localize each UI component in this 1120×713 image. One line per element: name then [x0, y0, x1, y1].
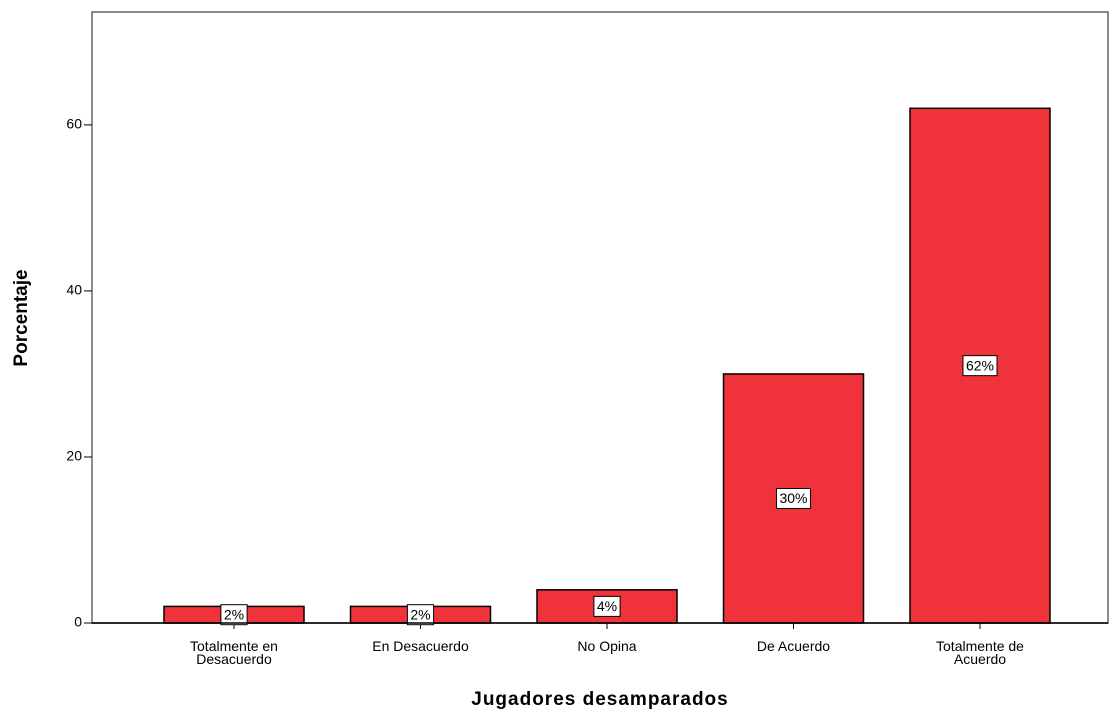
y-tick-label: 40 — [66, 282, 82, 298]
y-tick-label: 20 — [66, 448, 82, 464]
data-label: 2% — [410, 606, 430, 622]
x-tick-label: Totalmente de Acuerdo — [936, 638, 1024, 667]
x-tick-label: No Opina — [577, 638, 637, 654]
x-axis-title: Jugadores desamparados — [471, 689, 728, 710]
x-tick-label: De Acuerdo — [756, 638, 831, 654]
data-label: 30% — [779, 490, 807, 506]
data-label: 2% — [224, 606, 244, 622]
data-label-box — [593, 595, 621, 617]
y-axis-title: Porcentaje — [11, 269, 32, 366]
x-tick-label: Totalmente en Desacuerdo — [190, 638, 278, 667]
y-tick-label: 0 — [74, 614, 82, 630]
data-label: 4% — [597, 598, 617, 614]
data-label: 62% — [966, 357, 994, 373]
y-tick-label: 60 — [66, 116, 82, 132]
data-label-box — [220, 604, 248, 626]
data-label-box — [962, 355, 998, 377]
data-label-box — [775, 487, 812, 509]
data-label-box — [406, 604, 435, 626]
x-tick-label: En Desacuerdo — [372, 638, 469, 654]
